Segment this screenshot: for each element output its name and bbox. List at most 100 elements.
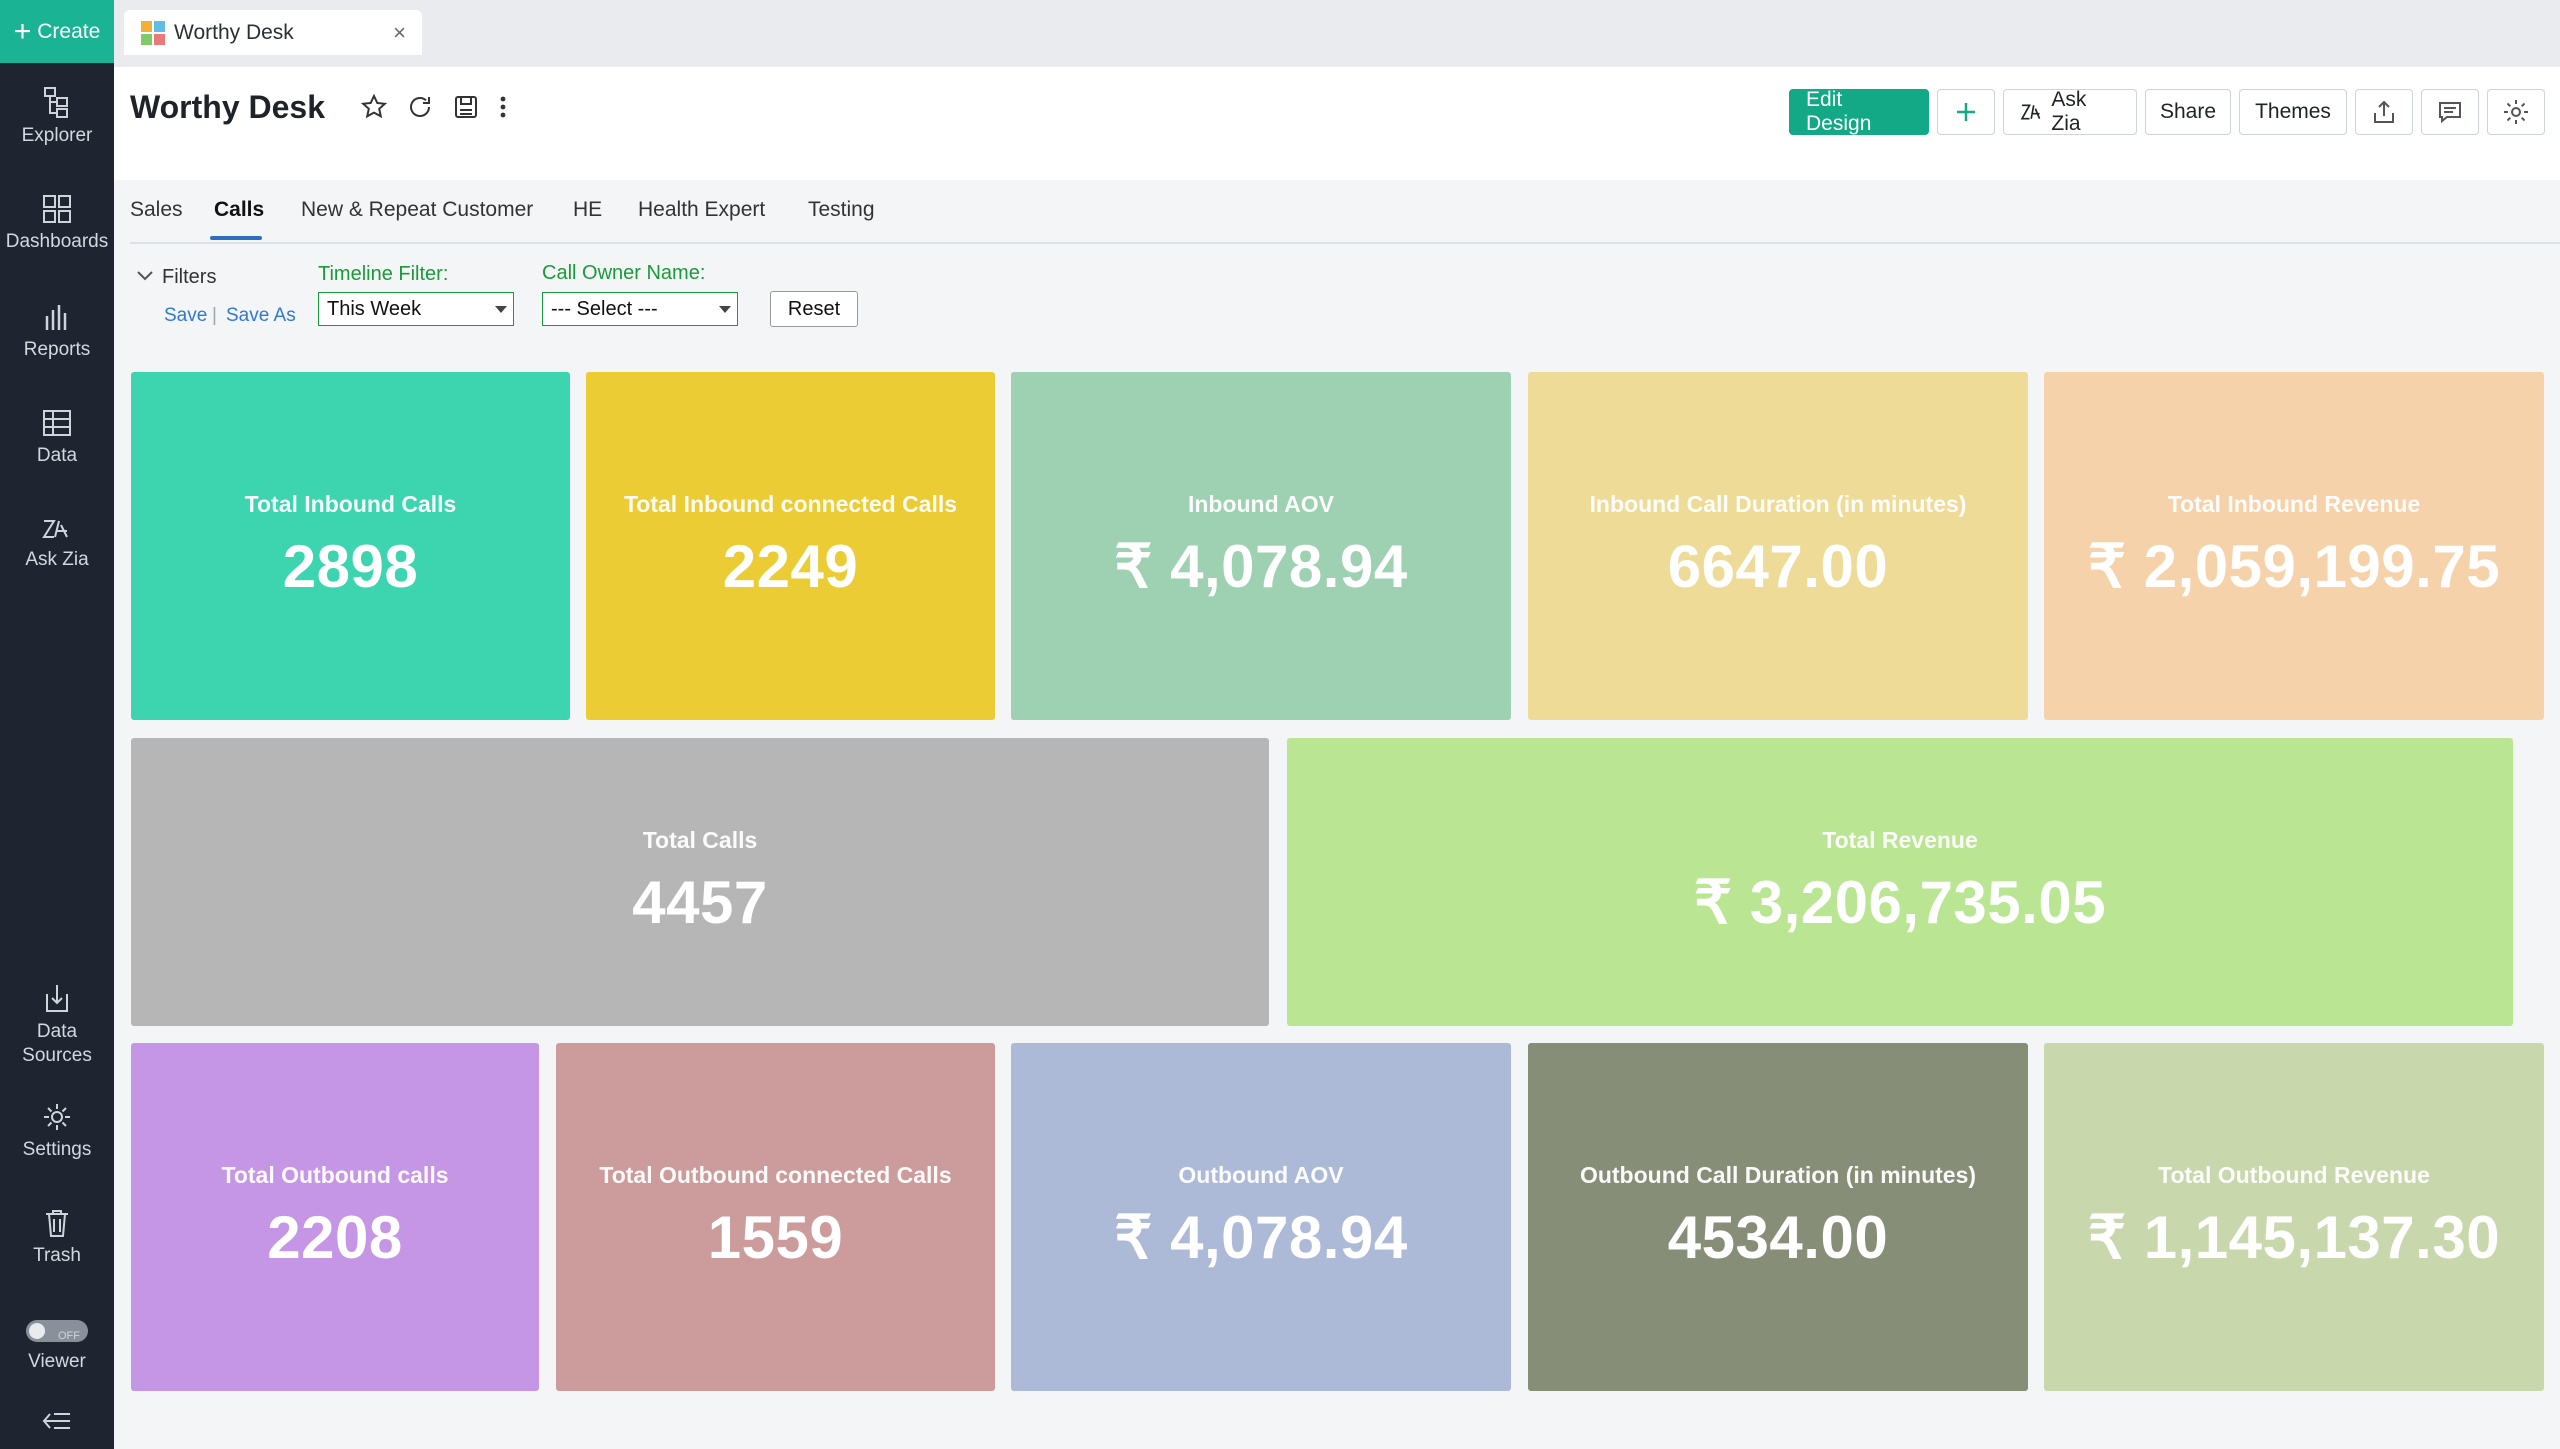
edit-design-button[interactable]: Edit Design (1789, 88, 1929, 135)
sidebar-item-reports[interactable]: Reports (0, 302, 114, 362)
sidebar-item-data[interactable]: Data (0, 408, 114, 468)
sidebar-item-viewer[interactable]: OFF Viewer (0, 1320, 114, 1374)
filters-title: Filters (162, 266, 217, 288)
sidebar-item-dashboards[interactable]: Dashboards (0, 194, 114, 254)
sidebar-item-label: Settings (22, 1139, 92, 1160)
more-vertical-icon[interactable] (498, 93, 508, 121)
kpi-label: Total Inbound Calls (244, 491, 457, 517)
save-icon[interactable] (452, 93, 480, 121)
kpi-label: Total Outbound calls (221, 1162, 449, 1188)
dashboard-tabs: Sales Calls New & Repeat Customer HE Hea… (130, 180, 2560, 244)
kpi-card-inbound-aov[interactable]: Inbound AOV ₹ 4,078.94 (1011, 372, 1511, 720)
sidebar-item-explorer[interactable]: Explorer (0, 86, 114, 148)
kpi-card-total-inbound-revenue[interactable]: Total Inbound Revenue ₹ 2,059,199.75 (2044, 372, 2544, 720)
star-icon[interactable] (360, 93, 388, 121)
kpi-value: 2898 (282, 533, 419, 600)
close-tab-icon[interactable]: × (393, 20, 406, 45)
ask-zia-label: Ask Zia (2051, 88, 2087, 135)
themes-button[interactable]: Themes (2239, 89, 2347, 135)
kpi-label: Total Calls (642, 827, 758, 853)
kpi-value: 6647.00 (1667, 533, 1889, 600)
kpi-card-total-inbound-connected-calls[interactable]: Total Inbound connected Calls 2249 (586, 372, 995, 720)
collapse-icon (42, 1413, 70, 1429)
kpi-card-total-outbound-connected-calls[interactable]: Total Outbound connected Calls 1559 (556, 1043, 995, 1391)
call-owner-select[interactable]: --- Select --- (542, 292, 738, 326)
sidebar-item-label: Viewer (28, 1351, 86, 1372)
kpi-card-total-outbound-revenue[interactable]: Total Outbound Revenue ₹ 1,145,137.30 (2044, 1043, 2544, 1391)
workspace-tab-strip: Worthy Desk × (114, 0, 2560, 67)
ask-zia-button[interactable]: Ask Zia (2003, 88, 2137, 135)
active-tab-indicator (210, 236, 262, 240)
workspace-tab[interactable]: Worthy Desk × (124, 10, 422, 55)
viewer-toggle[interactable]: OFF (26, 1320, 88, 1342)
plus-icon: + (13, 14, 32, 48)
kpi-label: Outbound AOV (1178, 1161, 1344, 1188)
call-owner-label: Call Owner Name: (542, 262, 706, 284)
kpi-label: Outbound Call Duration (in minutes) (1579, 1162, 1977, 1188)
settings-icon (44, 1104, 70, 1130)
export-button[interactable] (2355, 89, 2413, 135)
kpi-label: Total Outbound Revenue (2158, 1161, 2430, 1188)
call-owner-value: --- Select --- (551, 297, 658, 320)
create-button[interactable]: + Create (0, 0, 114, 63)
save-filter-link[interactable]: Save (164, 305, 208, 326)
kpi-card-outbound-aov[interactable]: Outbound AOV ₹ 4,078.94 (1011, 1043, 1511, 1391)
sidebar-item-settings[interactable]: Settings (0, 1102, 114, 1162)
sidebar-item-ask-zia[interactable]: Ask Zia (0, 516, 114, 572)
zia-icon (2020, 104, 2041, 120)
comments-button[interactable] (2421, 89, 2479, 135)
kpi-card-total-outbound-calls[interactable]: Total Outbound calls 2208 (131, 1043, 539, 1391)
dashboard-header: Worthy Desk Edit Design Ask Zia Share Th… (114, 67, 2560, 180)
collapse-sidebar-button[interactable] (0, 1410, 114, 1438)
tab-calls[interactable]: Calls (214, 198, 265, 221)
tab-sales[interactable]: Sales (130, 198, 183, 221)
dashboards-icon (43, 195, 71, 223)
data-sources-icon (46, 985, 68, 1012)
settings-button[interactable] (2487, 89, 2545, 135)
reports-icon (45, 305, 67, 330)
plus-icon (1957, 103, 1975, 121)
page-title: Worthy Desk (130, 89, 326, 125)
kpi-label: Total Outbound connected Calls (599, 1162, 952, 1188)
trash-icon (46, 1210, 68, 1237)
tab-new-repeat-customer[interactable]: New & Repeat Customer (301, 198, 534, 221)
explorer-icon (44, 87, 68, 118)
kpi-value: 4534.00 (1667, 1204, 1889, 1271)
kpi-value: 4457 (632, 869, 768, 936)
sidebar-item-data-sources[interactable]: Data Sources (0, 982, 114, 1068)
ask-zia-icon (42, 520, 68, 538)
comment-icon (2439, 102, 2461, 124)
chevron-down-icon[interactable] (136, 270, 154, 282)
share-button[interactable]: Share (2145, 89, 2231, 135)
timeline-filter-select[interactable]: This Week (318, 292, 514, 326)
sidebar-item-label: Dashboards (5, 231, 109, 252)
kpi-label: Total Revenue (1822, 826, 1978, 853)
kpi-card-total-inbound-calls[interactable]: Total Inbound Calls 2898 (131, 372, 570, 720)
kpi-value: 1559 (707, 1204, 844, 1271)
sidebar-item-label: Data Sources (22, 1021, 92, 1066)
kpi-card-inbound-call-duration[interactable]: Inbound Call Duration (in minutes) 6647.… (1528, 372, 2028, 720)
add-button[interactable] (1937, 89, 1995, 135)
kpi-value: ₹ 4,078.94 (1114, 1203, 1408, 1271)
workspace-tab-title: Worthy Desk (174, 20, 294, 44)
tab-he[interactable]: HE (573, 198, 603, 221)
reset-button[interactable]: Reset (770, 291, 858, 327)
data-icon (43, 410, 71, 436)
tab-health-expert[interactable]: Health Expert (638, 198, 766, 221)
save-as-filter-link[interactable]: Save As (226, 305, 296, 326)
sidebar-item-label: Reports (23, 339, 91, 360)
link-separator: | (212, 305, 217, 326)
sidebar-item-trash[interactable]: Trash (0, 1208, 114, 1268)
kpi-label: Total Inbound connected Calls (623, 491, 958, 517)
sidebar-item-label: Trash (33, 1245, 81, 1266)
refresh-icon[interactable] (406, 93, 434, 121)
kpi-card-outbound-call-duration[interactable]: Outbound Call Duration (in minutes) 4534… (1528, 1043, 2028, 1391)
kpi-card-total-calls[interactable]: Total Calls 4457 (131, 738, 1269, 1026)
gear-icon (2504, 100, 2528, 124)
kpi-value: ₹ 1,145,137.30 (2087, 1203, 2501, 1271)
dropdown-caret-icon (495, 306, 507, 313)
tab-testing[interactable]: Testing (808, 198, 875, 221)
kpi-card-total-revenue[interactable]: Total Revenue ₹ 3,206,735.05 (1287, 738, 2513, 1026)
filters-bar: Filters Save | Save As Timeline Filter: … (130, 258, 930, 338)
sidebar-item-label: Data (36, 445, 78, 466)
